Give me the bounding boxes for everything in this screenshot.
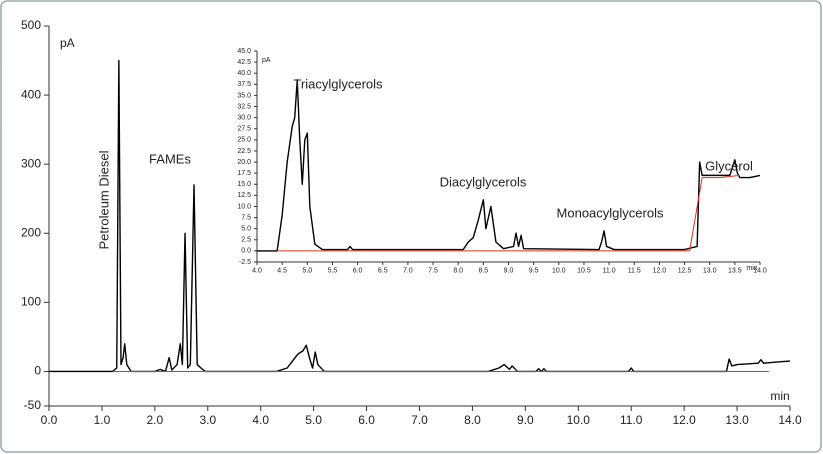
x-tick-label: 6.0 [358, 413, 375, 427]
x-tick-label: 8.5 [478, 267, 488, 274]
annotation: FAMEs [149, 151, 191, 166]
x-tick-label: 14.0 [753, 267, 767, 274]
x-tick-label: 2.0 [147, 413, 164, 427]
y-tick-label: 0.0 [241, 248, 251, 255]
x-tick-label: 8.0 [453, 267, 463, 274]
x-tick-label: 7.5 [428, 267, 438, 274]
y-tick-label: 5.0 [241, 226, 251, 233]
x-tick-label: 6.0 [353, 267, 363, 274]
x-tick-label: 4.5 [277, 267, 287, 274]
y-tick-label: 0 [34, 364, 41, 378]
x-tick-label: 12.5 [678, 267, 692, 274]
y-tick-label: 12.5 [237, 192, 251, 199]
x-tick-label: 5.5 [328, 267, 338, 274]
y-tick-label: 30.0 [237, 114, 251, 121]
annotation: Triacylglycerols [293, 76, 383, 91]
x-tick-label: 13.0 [703, 267, 717, 274]
y-tick-label: 22.5 [237, 148, 251, 155]
y-tick-label: 300 [21, 156, 41, 170]
trace [257, 79, 761, 252]
y-tick-label: 32.5 [237, 103, 251, 110]
y-tick-label: 25.0 [237, 137, 251, 144]
x-tick-label: 10.5 [577, 267, 591, 274]
y-axis-label: pA [262, 57, 271, 64]
x-tick-label: 13.5 [728, 267, 742, 274]
x-tick-label: 8.0 [464, 413, 481, 427]
x-tick-label: 3.0 [199, 413, 216, 427]
x-tick-label: 6.5 [378, 267, 388, 274]
x-tick-label: 11.0 [603, 267, 616, 274]
trace [277, 174, 740, 252]
y-tick-label: 15.0 [237, 181, 251, 188]
x-tick-label: 12.0 [653, 267, 667, 274]
y-tick-label: 100 [21, 295, 41, 309]
annotation: Petroleum Diesel [96, 150, 111, 249]
x-tick-label: 13.0 [725, 413, 749, 427]
trace [49, 59, 791, 373]
x-axis-label: min [746, 265, 757, 272]
x-tick-label: 12.0 [672, 413, 696, 427]
x-tick-label: 5.0 [305, 413, 322, 427]
annotation: Monoacylglycerols [557, 205, 664, 220]
y-tick-label: 10.0 [237, 203, 251, 210]
x-tick-label: 9.5 [529, 267, 539, 274]
x-tick-label: 7.0 [411, 413, 428, 427]
y-tick-label: 27.5 [237, 126, 251, 133]
y-tick-label: 500 [21, 18, 41, 32]
y-tick-label: 45.0 [237, 48, 251, 55]
x-tick-label: 0.0 [41, 413, 58, 427]
x-axis-label: min [770, 389, 789, 403]
y-tick-label: 200 [21, 225, 41, 239]
x-tick-label: 11.0 [620, 413, 643, 427]
y-tick-label: 35.0 [237, 92, 251, 99]
x-tick-label: 10.0 [567, 413, 591, 427]
y-tick-label: 40.0 [237, 70, 251, 77]
annotation: Glycerol [705, 158, 753, 173]
x-tick-label: 7.0 [403, 267, 413, 274]
y-tick-label: -2.5 [239, 259, 251, 266]
x-tick-label: 4.0 [252, 267, 262, 274]
x-tick-label: 1.0 [94, 413, 111, 427]
x-tick-label: 10.0 [552, 267, 566, 274]
x-tick-label: 4.0 [252, 413, 269, 427]
y-axis-label: pA [60, 36, 75, 50]
y-tick-label: 20.0 [237, 159, 251, 166]
y-tick-label: 17.5 [237, 170, 251, 177]
x-tick-label: 5.0 [302, 267, 312, 274]
x-tick-label: 14.0 [778, 413, 802, 427]
y-tick-label: 37.5 [237, 81, 251, 88]
x-tick-label: 9.0 [517, 413, 534, 427]
y-tick-label: 400 [21, 87, 41, 101]
x-tick-label: 11.5 [628, 267, 641, 274]
x-tick-label: 9.0 [504, 267, 514, 274]
y-tick-label: -50 [24, 398, 42, 412]
y-tick-label: 2.5 [241, 237, 251, 244]
y-tick-label: 42.5 [237, 59, 251, 66]
annotation: Diacylglycerols [440, 174, 527, 189]
y-tick-label: 7.5 [241, 214, 251, 221]
